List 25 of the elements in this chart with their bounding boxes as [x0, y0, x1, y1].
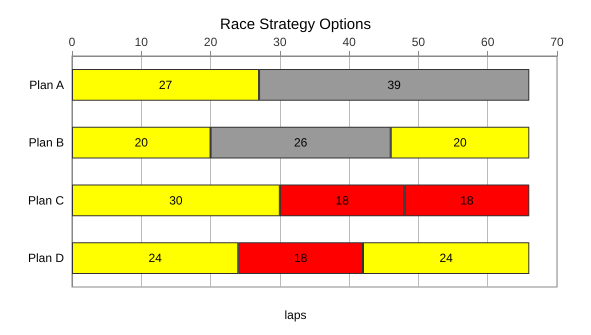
data-label: 39	[388, 78, 402, 92]
data-label: 26	[294, 136, 308, 150]
x-tick-label: 60	[481, 35, 495, 49]
data-label: 18	[336, 193, 350, 208]
data-label: 30	[169, 193, 183, 208]
x-axis-title: laps	[284, 308, 307, 322]
x-tick-label: 20	[204, 35, 218, 49]
chart-title: Race Strategy Options	[220, 16, 371, 33]
x-tick-label: 40	[342, 35, 356, 49]
data-label: 24	[148, 251, 162, 266]
x-tick-label: 70	[550, 35, 564, 49]
y-tick-label: Plan C	[28, 193, 64, 208]
x-tick-label: 0	[68, 35, 76, 49]
y-tick-label: Plan B	[28, 136, 64, 150]
data-label: 27	[158, 78, 173, 92]
data-label: 18	[460, 193, 474, 208]
data-label: 24	[439, 251, 454, 266]
data-label: 18	[294, 251, 308, 266]
x-tick-label: 50	[412, 35, 426, 49]
y-tick-label: Plan D	[28, 251, 64, 266]
y-tick-label: Plan A	[29, 78, 64, 92]
data-label: 20	[134, 136, 148, 150]
x-tick-label: 10	[134, 35, 148, 49]
x-tick-label: 30	[273, 35, 287, 49]
data-label: 20	[453, 136, 467, 150]
